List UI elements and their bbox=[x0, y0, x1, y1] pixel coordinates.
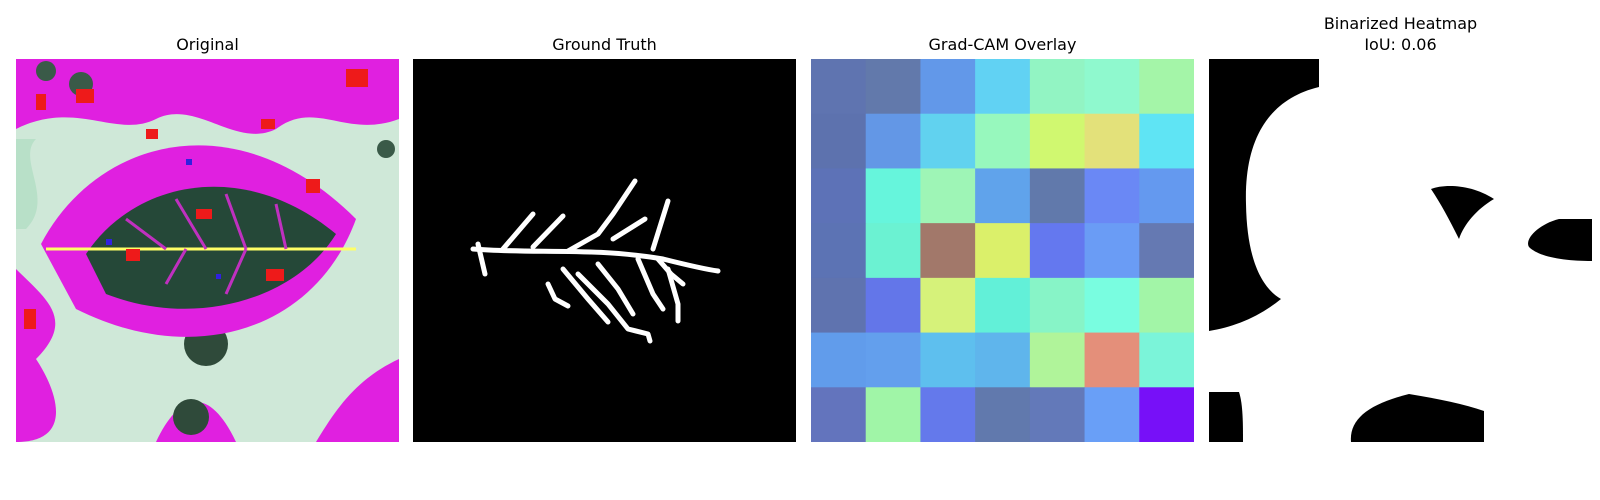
gradcam-cell bbox=[1139, 332, 1194, 388]
gradcam-cell bbox=[1029, 387, 1086, 442]
panel-iou-label: IoU: 0.06 bbox=[1364, 35, 1437, 54]
gradcam-cell bbox=[1029, 223, 1086, 279]
gradcam-cell bbox=[1139, 223, 1194, 279]
gradcam-cell bbox=[920, 113, 976, 169]
panel-title-original: Original bbox=[176, 35, 239, 54]
gradcam-cell bbox=[1084, 332, 1140, 388]
gradcam-cell bbox=[811, 223, 867, 279]
gradcam-cell bbox=[865, 223, 921, 279]
gradcam-cell bbox=[920, 168, 976, 224]
gradcam-cell bbox=[1084, 168, 1140, 224]
gradcam-cell bbox=[1084, 59, 1140, 115]
gradcam-cell bbox=[1139, 59, 1194, 115]
ground-truth-mask bbox=[413, 59, 796, 442]
gradcam-cell bbox=[920, 223, 976, 279]
gradcam-cell bbox=[811, 277, 867, 334]
binarized-heatmap bbox=[1209, 59, 1592, 442]
gradcam-heatmap bbox=[811, 59, 1194, 442]
original-image bbox=[16, 59, 399, 442]
gradcam-cell bbox=[975, 113, 1031, 169]
gradcam-cell bbox=[920, 277, 976, 334]
gradcam-cell bbox=[865, 332, 921, 388]
gradcam-cell bbox=[1139, 113, 1194, 169]
gradcam-cell bbox=[811, 168, 867, 224]
gradcam-cell bbox=[811, 59, 867, 115]
gradcam-cell bbox=[1029, 332, 1086, 388]
gradcam-cell bbox=[975, 332, 1031, 388]
gradcam-cell bbox=[1084, 277, 1140, 334]
panel-original: Original bbox=[16, 0, 399, 500]
gradcam-cell bbox=[975, 387, 1031, 442]
gradcam-cell bbox=[1084, 113, 1140, 169]
gradcam-cell bbox=[1029, 277, 1086, 334]
gradcam-cell bbox=[811, 113, 867, 169]
gradcam-cell bbox=[865, 113, 921, 169]
panel-gradcam: Grad-CAM Overlay bbox=[811, 0, 1194, 500]
gradcam-cell bbox=[920, 332, 976, 388]
panel-title-ground-truth: Ground Truth bbox=[552, 35, 657, 54]
panel-title-binarized: Binarized Heatmap bbox=[1323, 14, 1478, 33]
gradcam-cell bbox=[975, 223, 1031, 279]
gradcam-cell bbox=[975, 168, 1031, 224]
gradcam-cell bbox=[975, 59, 1031, 115]
gradcam-cell bbox=[811, 387, 867, 442]
gradcam-cell bbox=[865, 168, 921, 224]
gradcam-cell bbox=[1029, 113, 1086, 169]
gradcam-cell bbox=[1029, 59, 1086, 115]
gradcam-cell bbox=[1139, 168, 1194, 224]
gradcam-cell bbox=[920, 387, 976, 442]
gradcam-cell bbox=[1084, 223, 1140, 279]
gradcam-cell bbox=[1084, 387, 1140, 442]
panel-title-gradcam: Grad-CAM Overlay bbox=[928, 35, 1077, 54]
gradcam-cell bbox=[865, 387, 921, 442]
gradcam-cell bbox=[865, 59, 921, 115]
gradcam-cell bbox=[1139, 277, 1194, 334]
gradcam-cell bbox=[865, 277, 921, 334]
gradcam-cell bbox=[811, 332, 867, 388]
gradcam-cell bbox=[1029, 168, 1086, 224]
gradcam-cell bbox=[920, 59, 976, 115]
gradcam-cell bbox=[975, 277, 1031, 334]
panel-binarized: Binarized Heatmap IoU: 0.06 bbox=[1209, 0, 1592, 500]
gradcam-cell bbox=[1139, 387, 1194, 442]
panel-ground-truth: Ground Truth bbox=[413, 0, 796, 500]
